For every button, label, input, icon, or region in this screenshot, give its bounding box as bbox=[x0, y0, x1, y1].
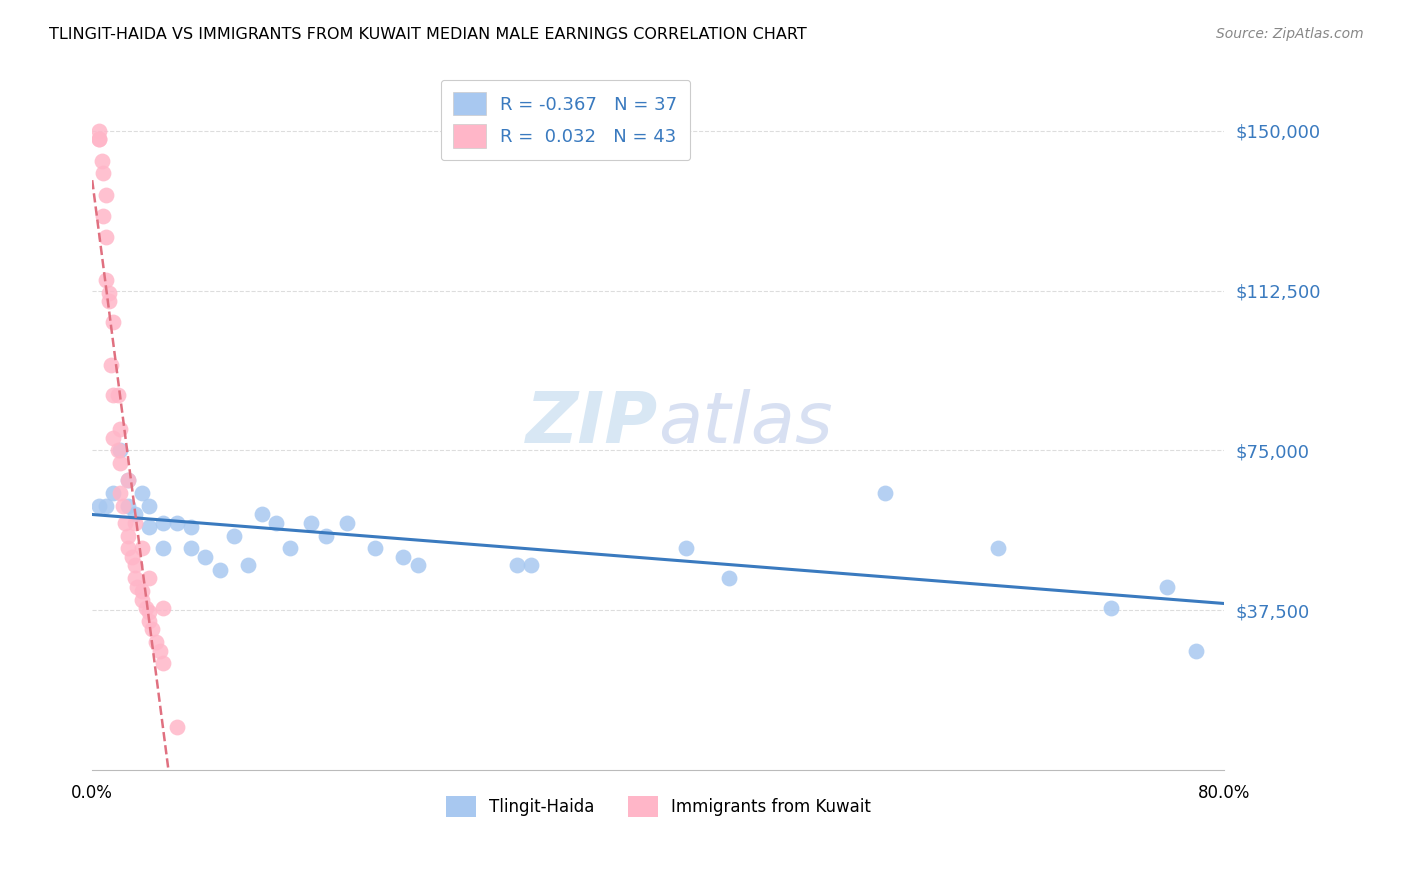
Text: Source: ZipAtlas.com: Source: ZipAtlas.com bbox=[1216, 27, 1364, 41]
Point bbox=[100, 358, 122, 372]
Point bbox=[138, 520, 160, 534]
Point bbox=[114, 516, 136, 530]
Point bbox=[110, 486, 132, 500]
Text: ZIP: ZIP bbox=[526, 389, 658, 458]
Point bbox=[103, 431, 125, 445]
Point bbox=[103, 486, 125, 500]
Point bbox=[89, 132, 111, 146]
Point bbox=[236, 558, 259, 573]
Point bbox=[406, 558, 429, 573]
Text: atlas: atlas bbox=[658, 389, 832, 458]
Point bbox=[152, 601, 174, 615]
Point bbox=[89, 499, 111, 513]
Point bbox=[1156, 580, 1178, 594]
Legend: Tlingit-Haida, Immigrants from Kuwait: Tlingit-Haida, Immigrants from Kuwait bbox=[439, 789, 877, 824]
Point bbox=[301, 516, 323, 530]
Point bbox=[194, 549, 217, 564]
Point bbox=[127, 580, 149, 594]
Point bbox=[110, 443, 132, 458]
Point bbox=[138, 499, 160, 513]
Text: TLINGIT-HAIDA VS IMMIGRANTS FROM KUWAIT MEDIAN MALE EARNINGS CORRELATION CHART: TLINGIT-HAIDA VS IMMIGRANTS FROM KUWAIT … bbox=[49, 27, 807, 42]
Point bbox=[336, 516, 359, 530]
Point bbox=[873, 486, 896, 500]
Point bbox=[250, 508, 273, 522]
Point bbox=[91, 153, 114, 168]
Point bbox=[264, 516, 287, 530]
Point bbox=[180, 520, 202, 534]
Point bbox=[117, 473, 139, 487]
Point bbox=[96, 273, 118, 287]
Point bbox=[98, 294, 121, 309]
Point bbox=[131, 592, 153, 607]
Point bbox=[131, 541, 153, 556]
Point bbox=[124, 516, 146, 530]
Point bbox=[117, 473, 139, 487]
Point bbox=[315, 528, 337, 542]
Point bbox=[138, 605, 160, 619]
Point bbox=[124, 571, 146, 585]
Point bbox=[117, 528, 139, 542]
Point bbox=[124, 558, 146, 573]
Point bbox=[152, 516, 174, 530]
Point bbox=[93, 166, 115, 180]
Point bbox=[89, 132, 111, 146]
Point bbox=[208, 563, 231, 577]
Point bbox=[675, 541, 697, 556]
Point bbox=[222, 528, 245, 542]
Point bbox=[152, 541, 174, 556]
Point bbox=[103, 388, 125, 402]
Point bbox=[138, 571, 160, 585]
Point bbox=[89, 124, 111, 138]
Point bbox=[987, 541, 1010, 556]
Point bbox=[117, 499, 139, 513]
Point bbox=[96, 187, 118, 202]
Point bbox=[364, 541, 387, 556]
Point bbox=[145, 635, 167, 649]
Point bbox=[149, 643, 172, 657]
Point bbox=[152, 657, 174, 671]
Point bbox=[110, 422, 132, 436]
Point bbox=[505, 558, 527, 573]
Point bbox=[110, 456, 132, 470]
Point bbox=[124, 508, 146, 522]
Point bbox=[96, 499, 118, 513]
Point bbox=[131, 584, 153, 599]
Point bbox=[278, 541, 301, 556]
Point bbox=[96, 230, 118, 244]
Point bbox=[166, 516, 188, 530]
Point bbox=[107, 443, 129, 458]
Point bbox=[117, 541, 139, 556]
Point bbox=[1184, 643, 1206, 657]
Point bbox=[180, 541, 202, 556]
Point bbox=[103, 316, 125, 330]
Point bbox=[520, 558, 543, 573]
Point bbox=[121, 549, 143, 564]
Point bbox=[131, 486, 153, 500]
Point bbox=[138, 614, 160, 628]
Point bbox=[717, 571, 740, 585]
Point bbox=[166, 720, 188, 734]
Point bbox=[107, 388, 129, 402]
Point bbox=[135, 601, 157, 615]
Point bbox=[112, 499, 135, 513]
Point bbox=[98, 285, 121, 300]
Point bbox=[141, 623, 163, 637]
Point bbox=[392, 549, 415, 564]
Point bbox=[1099, 601, 1122, 615]
Point bbox=[93, 209, 115, 223]
